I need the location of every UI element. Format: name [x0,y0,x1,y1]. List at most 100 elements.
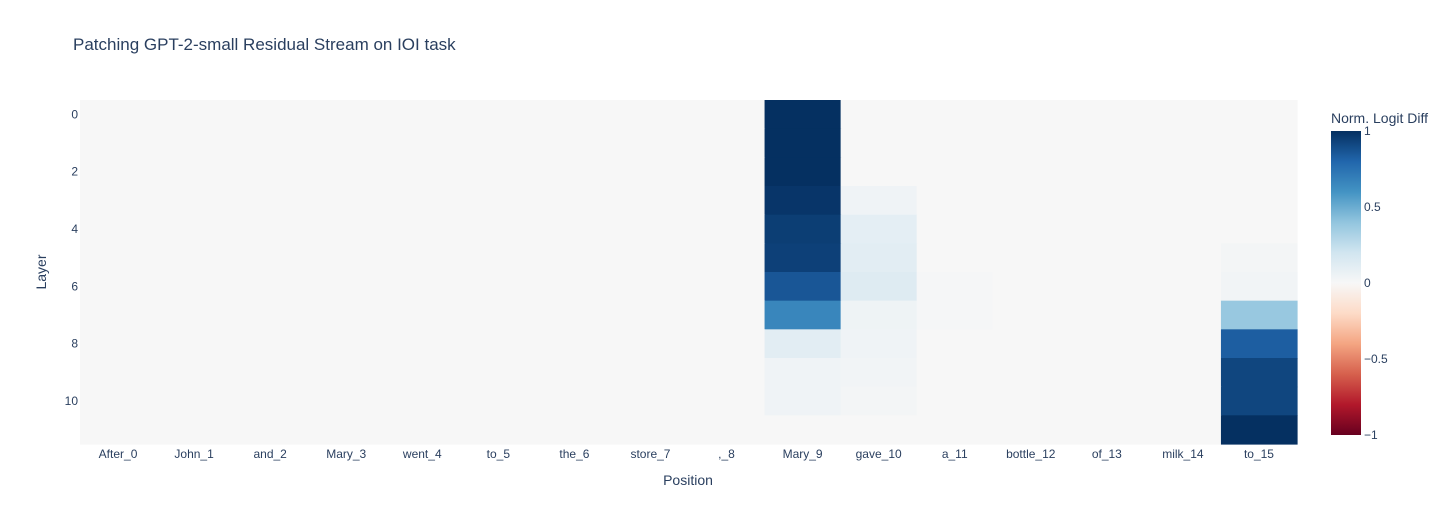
x-tick-label: to_5 [487,447,511,461]
heatmap-cell [840,358,918,388]
heatmap-cell [308,415,385,445]
heatmap-cell [764,128,842,158]
heatmap-cell [384,329,461,359]
heatmap-cell [156,386,233,416]
heatmap-cell [460,100,537,130]
heatmap-cell [536,157,614,187]
heatmap-cell [1144,157,1222,187]
heatmap-cell [1144,243,1222,273]
y-tick-label: 6 [71,279,78,293]
heatmap-cell [1144,272,1222,302]
heatmap-cell [80,243,157,273]
heatmap-cell [764,157,842,187]
heatmap-cell [308,300,385,330]
heatmap-cell [1144,358,1222,388]
heatmap-cell [308,329,385,359]
y-tick-label: 8 [71,337,78,351]
heatmap-cell [992,186,1070,216]
heatmap-cell [1144,300,1222,330]
heatmap-cell [1220,386,1298,416]
heatmap-cell [1220,358,1298,388]
heatmap-cell [156,272,233,302]
heatmap-cell [612,386,690,416]
heatmap-cell [156,243,233,273]
heatmap-cell [536,415,614,445]
heatmap-cell [1220,186,1298,216]
heatmap-cell [992,128,1070,158]
heatmap-cell [992,157,1070,187]
heatmap-cell [916,128,994,158]
heatmap-cell [688,329,766,359]
heatmap-cell [460,214,537,244]
heatmap-cell [992,415,1070,445]
heatmap-cell [460,300,537,330]
heatmap-cell [460,358,537,388]
heatmap-cell [1068,386,1146,416]
heatmap-cell [916,243,994,273]
heatmap-cell [80,358,157,388]
heatmap-cell [232,128,309,158]
heatmap-cell [688,128,766,158]
heatmap-cell [232,386,309,416]
heatmap-cell [80,300,157,330]
colorbar-tick-label: −0.5 [1364,352,1388,366]
heatmap-cell [916,214,994,244]
heatmap-cell [840,415,918,445]
heatmap-cell [1144,100,1222,130]
heatmap-cell [384,157,461,187]
heatmap-cell [536,329,614,359]
x-tick-label: the_6 [559,447,589,461]
heatmap-cell [612,128,690,158]
heatmap-cell [536,272,614,302]
x-tick-label: John_1 [174,447,214,461]
heatmap-cell [232,100,309,130]
heatmap-cell [232,157,309,187]
colorbar-title: Norm. Logit Diff [1331,110,1428,126]
x-tick-label: Mary_3 [326,447,366,461]
y-tick-label: 4 [71,222,78,236]
heatmap-cell [916,358,994,388]
heatmap-cell [764,300,842,330]
heatmap-cell [688,243,766,273]
heatmap-cell [992,272,1070,302]
heatmap-cell [1068,186,1146,216]
heatmap-cell [1220,415,1298,445]
heatmap-cell [460,415,537,445]
heatmap-cell [156,214,233,244]
chart-title: Patching GPT-2-small Residual Stream on … [73,35,456,54]
heatmap-cell [1144,329,1222,359]
heatmap-cell [612,243,690,273]
heatmap-cell [688,272,766,302]
heatmap-cell [80,186,157,216]
heatmap-cell [232,243,309,273]
heatmap-cell [308,386,385,416]
heatmap-cell [688,186,766,216]
heatmap-cell [688,386,766,416]
heatmap-cell [1068,100,1146,130]
heatmap-cell [612,157,690,187]
heatmap-cell [460,329,537,359]
heatmap-cell [1068,243,1146,273]
heatmap-cell [1144,214,1222,244]
heatmap-cell [80,415,157,445]
heatmap-cell [156,415,233,445]
colorbar-tick-label: −1 [1364,428,1378,442]
heatmap-cell [384,128,461,158]
heatmap-cell [1220,157,1298,187]
x-tick-label: ,_8 [718,447,735,461]
colorbar [1331,131,1361,435]
heatmap-cell [460,272,537,302]
heatmap-cell [232,329,309,359]
heatmap-cell [840,157,918,187]
x-tick-label: to_15 [1244,447,1274,461]
heatmap-cell [1068,300,1146,330]
x-tick-label: gave_10 [856,447,902,461]
heatmap-cell [1068,214,1146,244]
heatmap-cell [536,214,614,244]
heatmap-cell [1220,329,1298,359]
heatmap-cell [1220,300,1298,330]
heatmap-cell [840,243,918,273]
colorbar-tick-label: 0 [1364,276,1371,290]
heatmap-cell [384,214,461,244]
heatmap-cell [764,214,842,244]
